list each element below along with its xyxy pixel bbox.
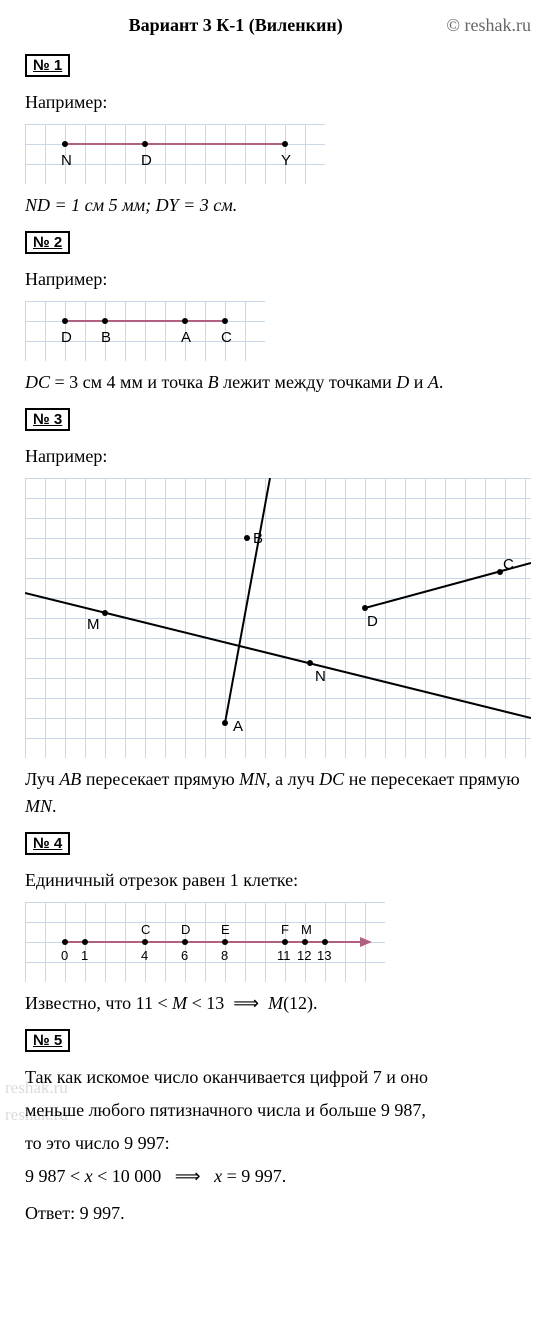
letter-e: E: [221, 922, 230, 937]
label-n3: N: [315, 668, 326, 685]
point-n3: [307, 660, 313, 666]
task-4: № 4 Единичный отрезок равен 1 клетке: 0 …: [25, 826, 531, 1017]
task4-result: Известно, что 11 < M < 13 ⟹ M(12).: [25, 990, 531, 1017]
ticklabel-11: 11: [277, 948, 291, 963]
ray-ab: [225, 478, 270, 723]
point-a2: [182, 318, 188, 324]
task1-diagram: N D Y: [25, 124, 325, 184]
task-1: № 1 Например: N D Y ND = 1 см 5 мм; DY =…: [25, 48, 531, 219]
label-d2: D: [61, 329, 72, 346]
task1-result: ND = 1 см 5 мм; DY = 3 см.: [25, 192, 531, 219]
label-d3: D: [367, 613, 378, 630]
point-d3: [362, 605, 368, 611]
task-5: № 5 Так как искомое число оканчивается ц…: [25, 1023, 531, 1227]
task-2: № 2 Например: D B A C DC = 3 см 4 мм и т…: [25, 225, 531, 396]
header-title: Вариант 3 К-1 (Виленкин): [129, 15, 343, 35]
task4-diagram: 0 1 4 C 6 D 8 E 11 F 12 M 13: [25, 902, 385, 982]
task1-number: № 1: [25, 54, 70, 77]
point-b2: [102, 318, 108, 324]
task-3: № 3 Например: M B A N D C Луч AB пересек…: [25, 402, 531, 820]
label-a2: A: [181, 329, 191, 346]
label-y: Y: [281, 152, 291, 169]
ticklabel-1: 1: [81, 948, 88, 963]
task5-answer: Ответ: 9 997.: [25, 1200, 531, 1227]
label-c3: C: [503, 556, 514, 573]
label-b2: B: [101, 329, 111, 346]
point-a3: [222, 720, 228, 726]
letter-c: C: [141, 922, 150, 937]
ticklabel-13: 13: [317, 948, 331, 963]
point-d: [142, 141, 148, 147]
point-m: [102, 610, 108, 616]
point-d2: [62, 318, 68, 324]
task3-intro: Например:: [25, 443, 531, 470]
tick-8: [222, 939, 228, 945]
task2-result: DC = 3 см 4 мм и точка B лежит между точ…: [25, 369, 531, 396]
label-d: D: [141, 152, 152, 169]
tick-0: [62, 939, 68, 945]
point-n: [62, 141, 68, 147]
label-m: M: [87, 616, 100, 633]
segment-ndy: [65, 143, 285, 145]
task3-number: № 3: [25, 408, 70, 431]
segment-dbac: [65, 320, 225, 322]
ticklabel-4: 4: [141, 948, 148, 963]
task5-line2: меньше любого пятизначного числа и больш…: [25, 1097, 531, 1124]
task4-intro: Единичный отрезок равен 1 клетке:: [25, 867, 531, 894]
letter-f: F: [281, 922, 289, 937]
task1-intro: Например:: [25, 89, 531, 116]
task4-number: № 4: [25, 832, 70, 855]
letter-m: M: [301, 922, 312, 937]
tick-1: [82, 939, 88, 945]
header-copyright: © reshak.ru: [446, 15, 531, 36]
task3-diagram: M B A N D C: [25, 478, 531, 758]
task5-line3: то это число 9 997:: [25, 1130, 531, 1157]
task5-line4: 9 987 < x < 10 000 ⟹ x = 9 997.: [25, 1163, 531, 1190]
label-a3: A: [233, 718, 243, 735]
point-y: [282, 141, 288, 147]
task5-number: № 5: [25, 1029, 70, 1052]
tick-12: [302, 939, 308, 945]
ticklabel-8: 8: [221, 948, 228, 963]
ticklabel-12: 12: [297, 948, 311, 963]
letter-d: D: [181, 922, 190, 937]
task2-number: № 2: [25, 231, 70, 254]
point-c2: [222, 318, 228, 324]
label-b3: B: [253, 530, 263, 547]
ticklabel-0: 0: [61, 948, 68, 963]
tick-4: [142, 939, 148, 945]
task3-lines: [25, 478, 531, 758]
task5-line1: Так как искомое число оканчивается цифро…: [25, 1064, 531, 1091]
page-header: Вариант 3 К-1 (Виленкин) © reshak.ru: [25, 15, 531, 36]
arrow-icon: [360, 937, 372, 947]
label-c2: C: [221, 329, 232, 346]
ticklabel-6: 6: [181, 948, 188, 963]
tick-11: [282, 939, 288, 945]
label-n: N: [61, 152, 72, 169]
tick-6: [182, 939, 188, 945]
number-line: [65, 941, 360, 943]
point-b3: [244, 535, 250, 541]
tick-13: [322, 939, 328, 945]
task2-intro: Например:: [25, 266, 531, 293]
task2-diagram: D B A C: [25, 301, 265, 361]
task3-result: Луч AB пересекает прямую MN, а луч DC не…: [25, 766, 531, 820]
line-mn: [25, 593, 531, 718]
